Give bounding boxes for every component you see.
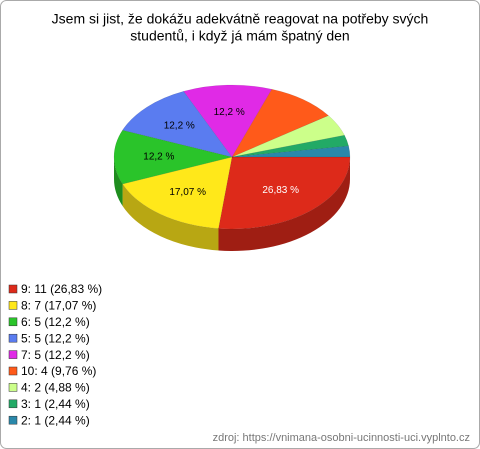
- legend-swatch: [8, 366, 18, 376]
- data-label: 12,2 %: [214, 107, 245, 118]
- slice-side: [122, 183, 219, 251]
- legend-label: 9: 11 (26,83 %): [21, 282, 102, 296]
- slice: [183, 84, 273, 158]
- legend-swatch: [8, 399, 18, 409]
- chart-title: studentů, i když já mám špatný den: [130, 28, 349, 44]
- slice: [122, 156, 233, 229]
- data-label: 17,07 %: [169, 187, 206, 198]
- legend-swatch: [8, 415, 18, 425]
- slice: [122, 91, 233, 158]
- data-label: 26,83 %: [262, 185, 299, 196]
- legend-swatch: [8, 301, 18, 310]
- slice: [231, 145, 351, 158]
- legend-label: 7: 5 (12,2 %): [21, 348, 90, 362]
- legend-label: 8: 7 (17,07 %): [21, 299, 96, 313]
- slice: [231, 115, 345, 158]
- legend-swatch: [8, 284, 18, 294]
- legend-swatch: [8, 317, 18, 327]
- slice-side: [114, 157, 123, 206]
- slice: [113, 129, 233, 185]
- legend-label: 4: 2 (4,88 %): [21, 381, 90, 395]
- legend-swatch: [8, 333, 18, 343]
- legend-label: 6: 5 (12,2 %): [21, 315, 90, 329]
- source: zdroj: https://vnimana-osobni-ucinnosti-…: [213, 432, 470, 444]
- slice: [231, 88, 329, 158]
- chart-title: Jsem si jist, že dokážu adekvátně reagov…: [52, 11, 429, 27]
- legend-label: 5: 5 (12,2 %): [21, 331, 90, 345]
- data-label: 12,2 %: [164, 121, 195, 132]
- legend-label: 3: 1 (2,44 %): [21, 397, 90, 411]
- legend-swatch: [8, 350, 18, 359]
- legend-swatch: [8, 383, 18, 392]
- slice-side: [218, 157, 350, 251]
- slice: [218, 156, 351, 230]
- data-label: 12,2 %: [143, 152, 174, 163]
- legend-label: 10: 4 (9,76 %): [21, 364, 96, 378]
- legend-label: 2: 1 (2,44 %): [21, 413, 90, 427]
- slice: [231, 134, 349, 158]
